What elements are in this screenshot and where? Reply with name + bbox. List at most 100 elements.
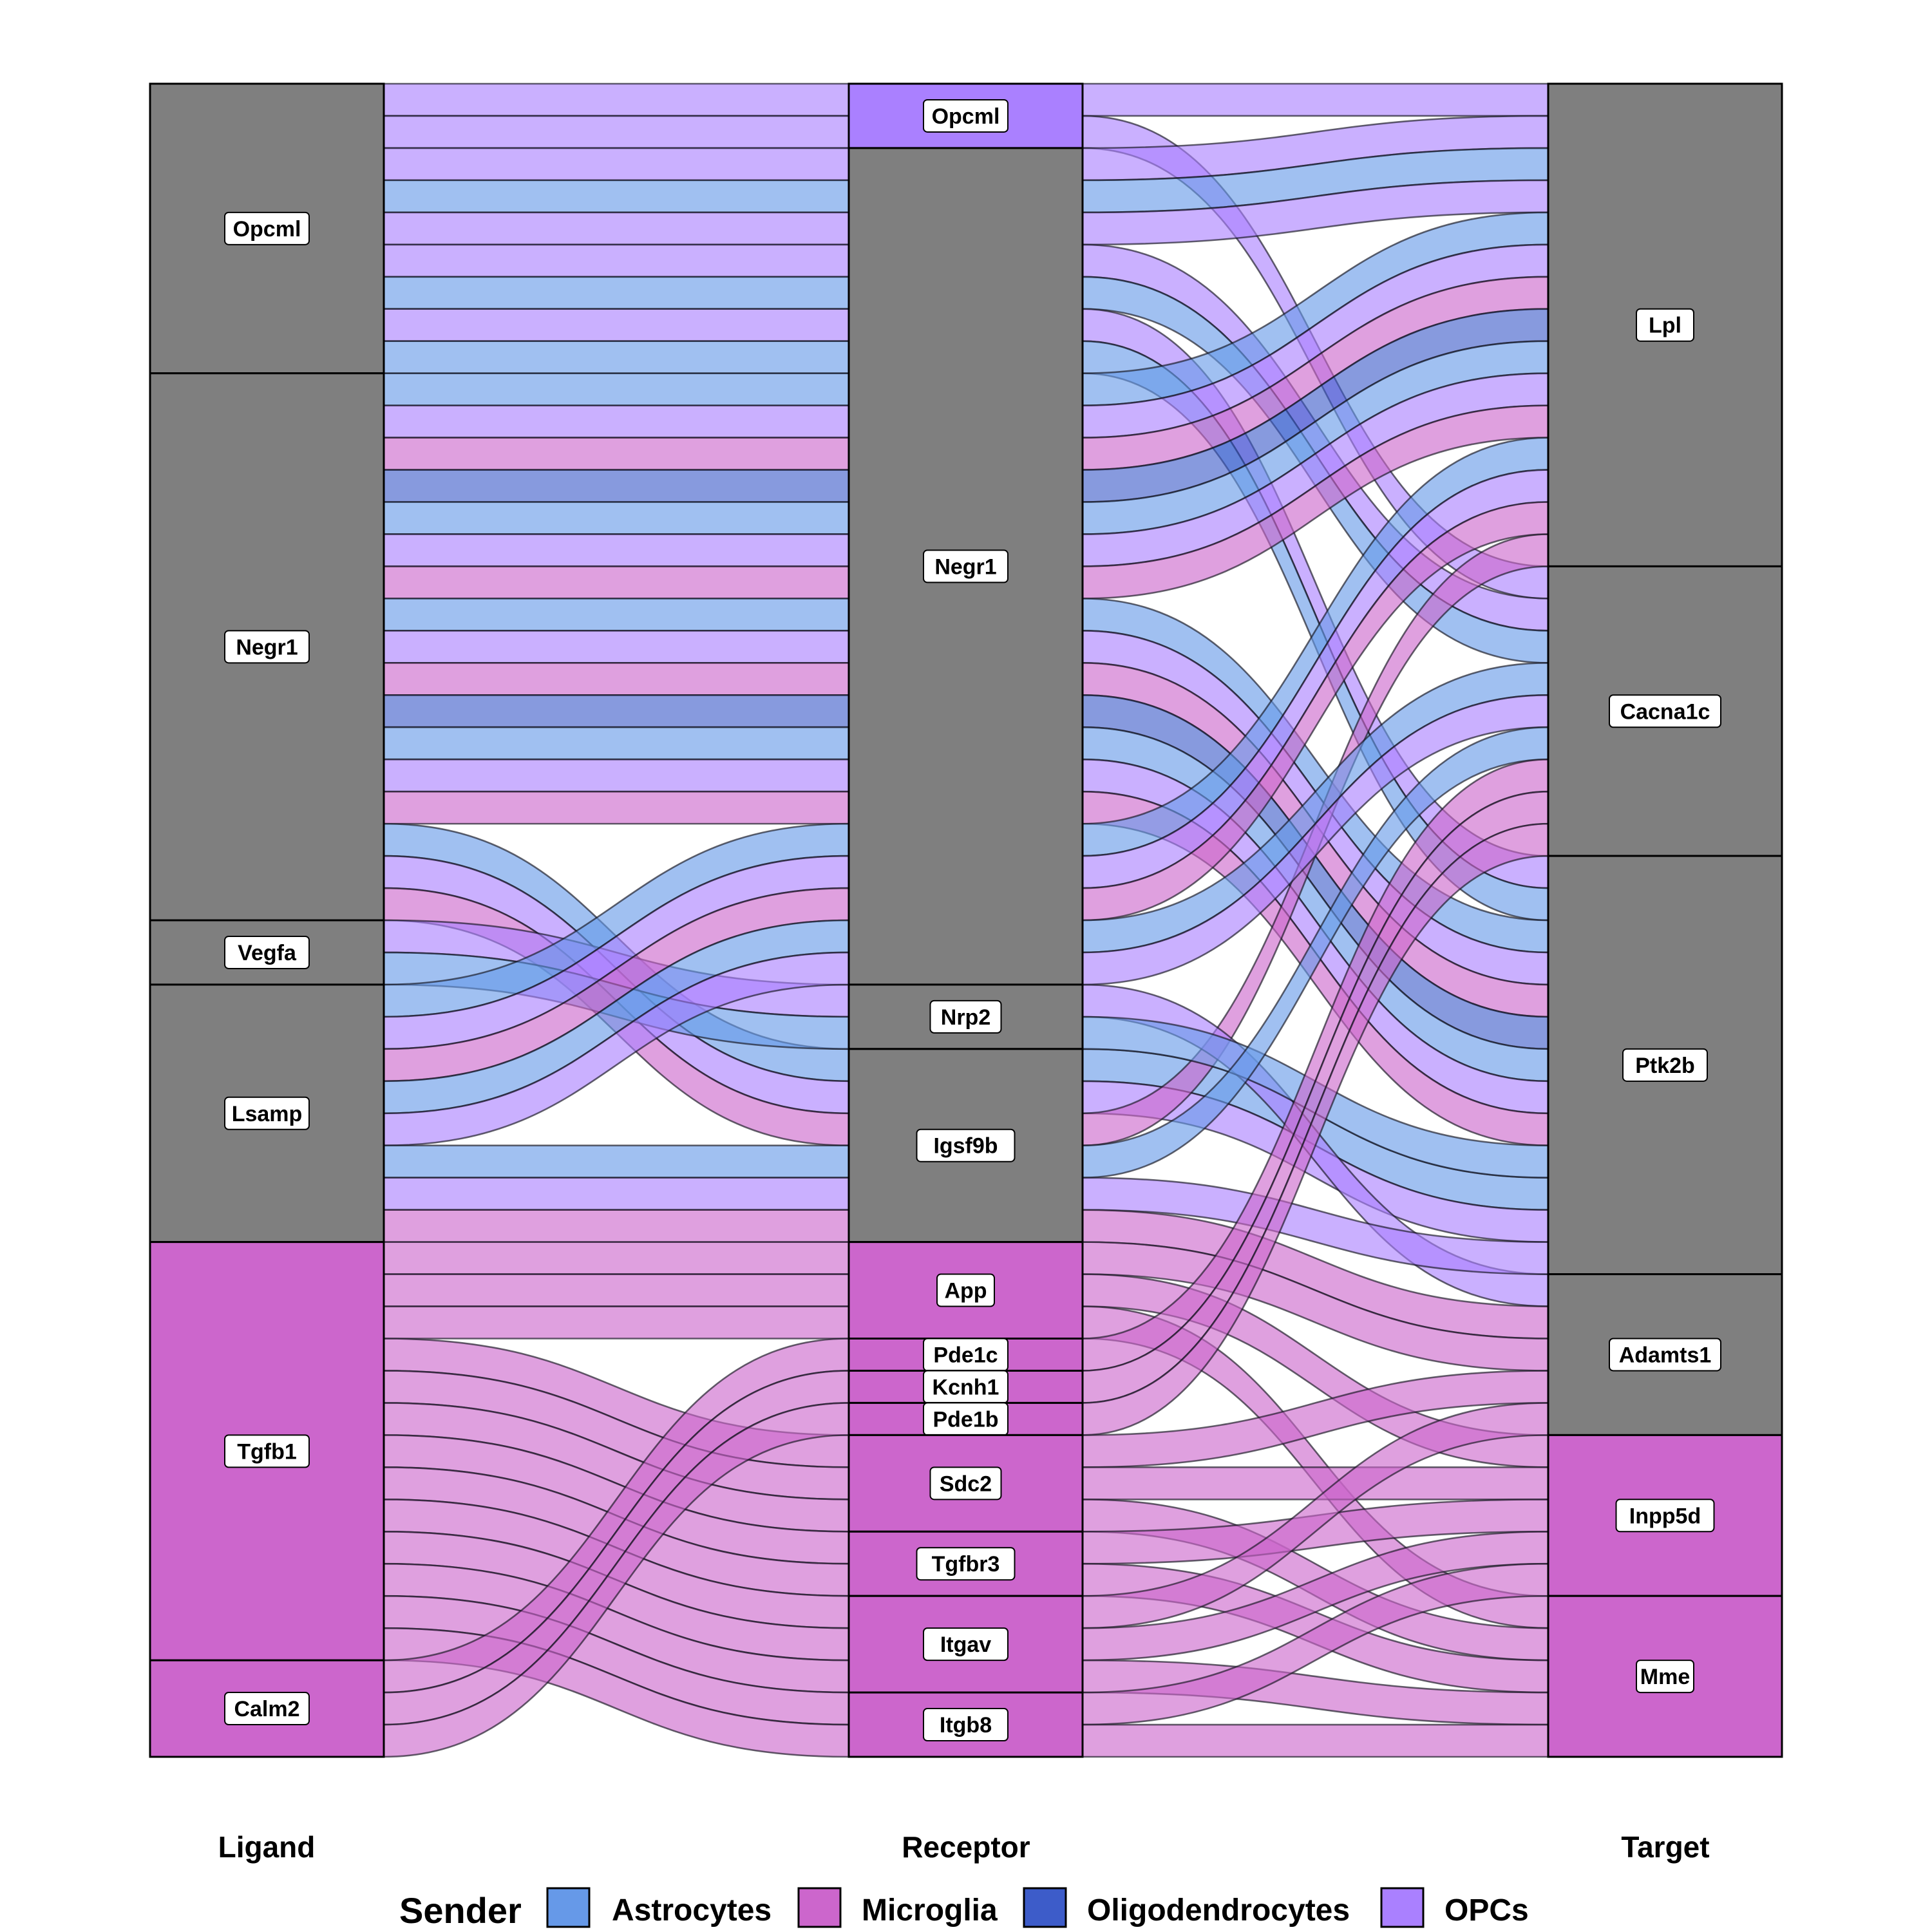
receptor-node-label: Itgb8 [940, 1713, 992, 1738]
legend-key-microglia [797, 1887, 842, 1928]
target-node-label-bg [1615, 1499, 1715, 1533]
flow-ligand-receptor [383, 437, 850, 471]
target-node-cacna1c: Cacna1c [1547, 565, 1783, 857]
target-node-label: Cacna1c [1620, 699, 1710, 724]
flow-ligand-receptor [383, 211, 850, 246]
target-node-label: Lpl [1649, 314, 1681, 338]
receptor-node-app: App [848, 1241, 1084, 1340]
flow-ligand-receptor [383, 276, 850, 310]
flow-ligand-receptor [383, 533, 850, 567]
flow-ligand-receptor [383, 758, 850, 793]
ligand-node-label: Negr1 [236, 635, 298, 659]
axis-label-target: Target [1621, 1830, 1709, 1864]
target-node-inpp5d: Inpp5d [1547, 1434, 1783, 1597]
receptor-node-negr1: Negr1 [848, 147, 1084, 986]
receptor-node-pde1c: Pde1c [848, 1338, 1084, 1372]
ligand-node-label: Calm2 [234, 1697, 299, 1721]
ligand-node-label-bg [224, 1434, 310, 1468]
receptor-node-kcnh1: Kcnh1 [848, 1369, 1084, 1404]
legend-key-astrocytes [546, 1887, 591, 1928]
flow-ligand-receptor [383, 598, 850, 632]
ligand-node-tgfb1: Tgfb1 [149, 1241, 385, 1662]
axis-labels: Ligand Receptor Target [218, 1830, 1710, 1864]
nodes-layer: Opcml Negr1 Vegfa Lsamp Tgfb1 Calm2 Opcml Negr1… [149, 82, 1783, 1758]
receptor-node-label-bg [929, 999, 1002, 1034]
ligand-node-label-bg [224, 1692, 310, 1726]
flow-receptor-target [1081, 82, 1549, 117]
flow-ligand-receptor [383, 1144, 850, 1179]
target-node-label: Inpp5d [1629, 1504, 1701, 1528]
flow-ligand-receptor [383, 372, 850, 406]
flow-ligand-receptor [383, 147, 850, 182]
flows-layer [383, 82, 1549, 1758]
ligand-node-calm2: Calm2 [149, 1659, 385, 1758]
flow-ligand-receptor [383, 340, 850, 374]
ligand-node-lsamp: Lsamp [149, 983, 385, 1244]
target-node-label-bg [1622, 1048, 1708, 1082]
ligand-node-label-bg [224, 1096, 310, 1130]
legend-label-astrocytes: Astrocytes [612, 1893, 772, 1927]
legend-label-microglia: Microglia [862, 1893, 998, 1927]
ligand-node-label: Lsamp [232, 1102, 303, 1126]
flow-ligand-receptor [383, 179, 850, 214]
flow-ligand-receptor [383, 726, 850, 761]
flow-ligand-receptor [383, 630, 850, 664]
flow-ligand-receptor [383, 308, 850, 342]
receptor-node-label: Nrp2 [941, 1005, 990, 1030]
receptor-node-label-bg [929, 1466, 1002, 1501]
flow-ligand-receptor [383, 469, 850, 503]
legend-key-oligodendrocytes [1023, 1887, 1067, 1928]
receptor-node-igsf9b: Igsf9b [848, 1048, 1084, 1244]
target-node-label: Ptk2b [1635, 1054, 1695, 1078]
receptor-node-label: Negr1 [934, 554, 996, 579]
receptor-node-itgav: Itgav [848, 1595, 1084, 1694]
target-node-lpl: Lpl [1547, 82, 1783, 567]
receptor-node-label-bg [923, 549, 1009, 583]
legend-label-opcs: OPCs [1444, 1893, 1529, 1927]
receptor-node-label-bg [923, 99, 1009, 133]
flow-ligand-receptor [383, 662, 850, 696]
receptor-node-opcml: Opcml [848, 82, 1084, 149]
ligand-node-label-bg [224, 935, 310, 969]
target-node-label-bg [1609, 694, 1721, 728]
receptor-node-sdc2: Sdc2 [848, 1434, 1084, 1533]
receptor-node-nrp2: Nrp2 [848, 983, 1084, 1050]
receptor-node-label-bg [916, 1128, 1016, 1162]
receptor-node-label: Tgfbr3 [932, 1552, 1000, 1577]
ligand-node-negr1: Negr1 [149, 372, 385, 922]
target-node-label-bg [1636, 1660, 1694, 1694]
axis-label-receptor: Receptor [902, 1830, 1030, 1864]
receptor-node-label: Pde1b [933, 1407, 998, 1432]
legend-label-oligodendrocytes: Oligodendrocytes [1087, 1893, 1350, 1927]
legend: Sender Astrocytes Microglia Oligodendroc… [399, 1887, 1529, 1931]
flow-ligand-receptor [383, 1305, 850, 1340]
receptor-node-label-bg [916, 1547, 1016, 1581]
receptor-node-label: Itgav [940, 1633, 991, 1657]
target-node-label: Adamts1 [1619, 1343, 1712, 1367]
target-node-label: Mme [1640, 1665, 1690, 1689]
receptor-node-label: Igsf9b [933, 1134, 998, 1159]
receptor-node-tgfbr3: Tgfbr3 [848, 1530, 1084, 1597]
receptor-node-label: Sdc2 [940, 1472, 992, 1496]
flow-ligand-receptor [383, 243, 850, 278]
receptor-node-label: Kcnh1 [933, 1375, 999, 1399]
flow-receptor-target [1081, 1723, 1549, 1758]
target-node-adamts1: Adamts1 [1547, 1273, 1783, 1436]
flow-ligand-receptor [383, 790, 850, 825]
legend-key-opcs [1380, 1887, 1425, 1928]
flow-ligand-receptor [383, 1273, 850, 1307]
flow-ligand-receptor [383, 1241, 850, 1275]
flow-ligand-receptor [383, 115, 850, 149]
flow-ligand-receptor [383, 565, 850, 600]
ligand-node-label: Tgfb1 [237, 1439, 297, 1464]
target-node-mme: Mme [1547, 1595, 1783, 1758]
receptor-node-label-bg [923, 1708, 1009, 1742]
flow-ligand-receptor [383, 404, 850, 439]
ligand-node-label-bg [224, 211, 310, 245]
axis-label-ligand: Ligand [218, 1830, 316, 1864]
ligand-node-label-bg [224, 630, 310, 664]
receptor-node-label: Pde1c [933, 1343, 998, 1367]
flow-ligand-receptor [383, 82, 850, 117]
receptor-node-label-bg [936, 1273, 995, 1307]
